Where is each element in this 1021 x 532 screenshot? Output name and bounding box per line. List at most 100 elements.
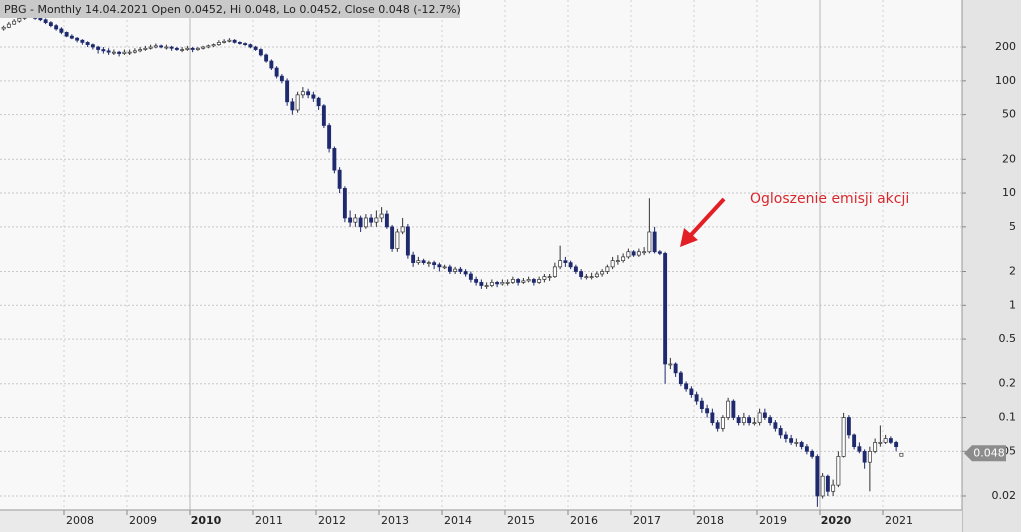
candle-body [883, 438, 888, 443]
candle-body [442, 266, 447, 269]
candle-body [542, 276, 547, 280]
candle-body [831, 484, 836, 492]
candle-body [337, 169, 342, 189]
candle-body [657, 251, 662, 254]
candle-body [101, 49, 106, 52]
candle-body [195, 47, 200, 50]
candle-body [111, 51, 116, 54]
candle-body [521, 280, 526, 283]
candle-body [710, 412, 715, 424]
candle-body [342, 188, 347, 219]
arrow-head [680, 228, 698, 247]
candle-body [563, 260, 568, 263]
candle-body [731, 400, 736, 418]
y-tick-label: 20 [1002, 152, 1016, 165]
candle-body [458, 268, 463, 272]
candle-body [17, 18, 22, 22]
candle-body [726, 400, 731, 418]
candle-body [306, 91, 311, 96]
candle-body [54, 25, 59, 30]
candle-body [264, 54, 269, 62]
candle-body [421, 260, 426, 263]
candle-body [888, 438, 893, 443]
candle-body [416, 260, 421, 263]
candle-body [584, 276, 589, 278]
candle-body [211, 44, 216, 47]
candle-body [537, 279, 542, 283]
candle-layer [1, 13, 904, 507]
candle-body [789, 438, 794, 443]
candle-body [243, 43, 248, 46]
candle-body [573, 266, 578, 272]
y-axis-panel [962, 0, 1021, 532]
candle-body [867, 450, 872, 463]
candle-body [222, 40, 227, 43]
last-value-label: 0.048 [973, 446, 1005, 459]
candle-body [500, 282, 505, 285]
candle-body [894, 442, 899, 448]
candle-body [96, 46, 101, 50]
candle-body [248, 44, 253, 48]
y-tick-label: 0.02 [992, 489, 1017, 502]
candle-body [316, 97, 321, 107]
candle-body [190, 47, 195, 50]
candle-body [206, 45, 211, 48]
candle-body [825, 475, 830, 492]
candle-body [164, 46, 169, 49]
y-tick-label: 0.2 [999, 377, 1017, 390]
y-tick-label: 200 [995, 40, 1016, 53]
candle-body [258, 49, 263, 56]
candle-body [106, 50, 111, 53]
candle-body [736, 417, 741, 424]
candle-body [741, 417, 746, 424]
candle-body [762, 412, 767, 418]
candle-body [363, 217, 368, 228]
candle-body [90, 44, 95, 48]
candle-body [778, 428, 783, 436]
candle-body [69, 35, 74, 39]
candle-body [369, 217, 374, 223]
candle-body [138, 49, 143, 52]
candle-body [174, 47, 179, 50]
candle-body [783, 434, 788, 439]
candle-body [510, 279, 515, 283]
grid-layer [0, 0, 962, 510]
candle-body [232, 39, 237, 43]
candle-body [668, 363, 673, 366]
candle-body [159, 45, 164, 48]
candle-body [747, 417, 752, 424]
candle-body [705, 408, 710, 414]
candle-body [274, 67, 279, 77]
candle-body [647, 231, 652, 253]
candle-body [400, 226, 405, 233]
candle-body [332, 148, 337, 171]
candle-body [43, 19, 48, 23]
plot-area [0, 0, 962, 510]
candle-body [626, 251, 631, 258]
candle-body [269, 60, 274, 69]
candle-body [358, 217, 363, 228]
candle-body [615, 260, 620, 262]
x-tick-label: 2014 [444, 514, 472, 527]
annotation: Ogloszenie emisji akcji [750, 191, 909, 207]
arrow-shaft [688, 197, 726, 238]
x-tick-label: 2009 [129, 514, 157, 527]
candle-body [295, 94, 300, 111]
candle-body [311, 94, 316, 99]
candle-body [384, 213, 389, 228]
candle-body [327, 125, 332, 149]
candle-body [495, 282, 500, 285]
candle-body [621, 256, 626, 261]
candle-body [75, 37, 80, 41]
candle-body [631, 251, 636, 256]
y-tick-label: 1 [1009, 298, 1016, 311]
candle-body [153, 45, 158, 48]
candle-body [447, 266, 452, 272]
candle-body [752, 422, 757, 425]
candle-body [516, 279, 521, 283]
candle-body [694, 394, 699, 402]
candle-body [143, 47, 148, 50]
candle-body [579, 271, 584, 277]
candle-body [663, 253, 668, 365]
candle-body [673, 363, 678, 374]
